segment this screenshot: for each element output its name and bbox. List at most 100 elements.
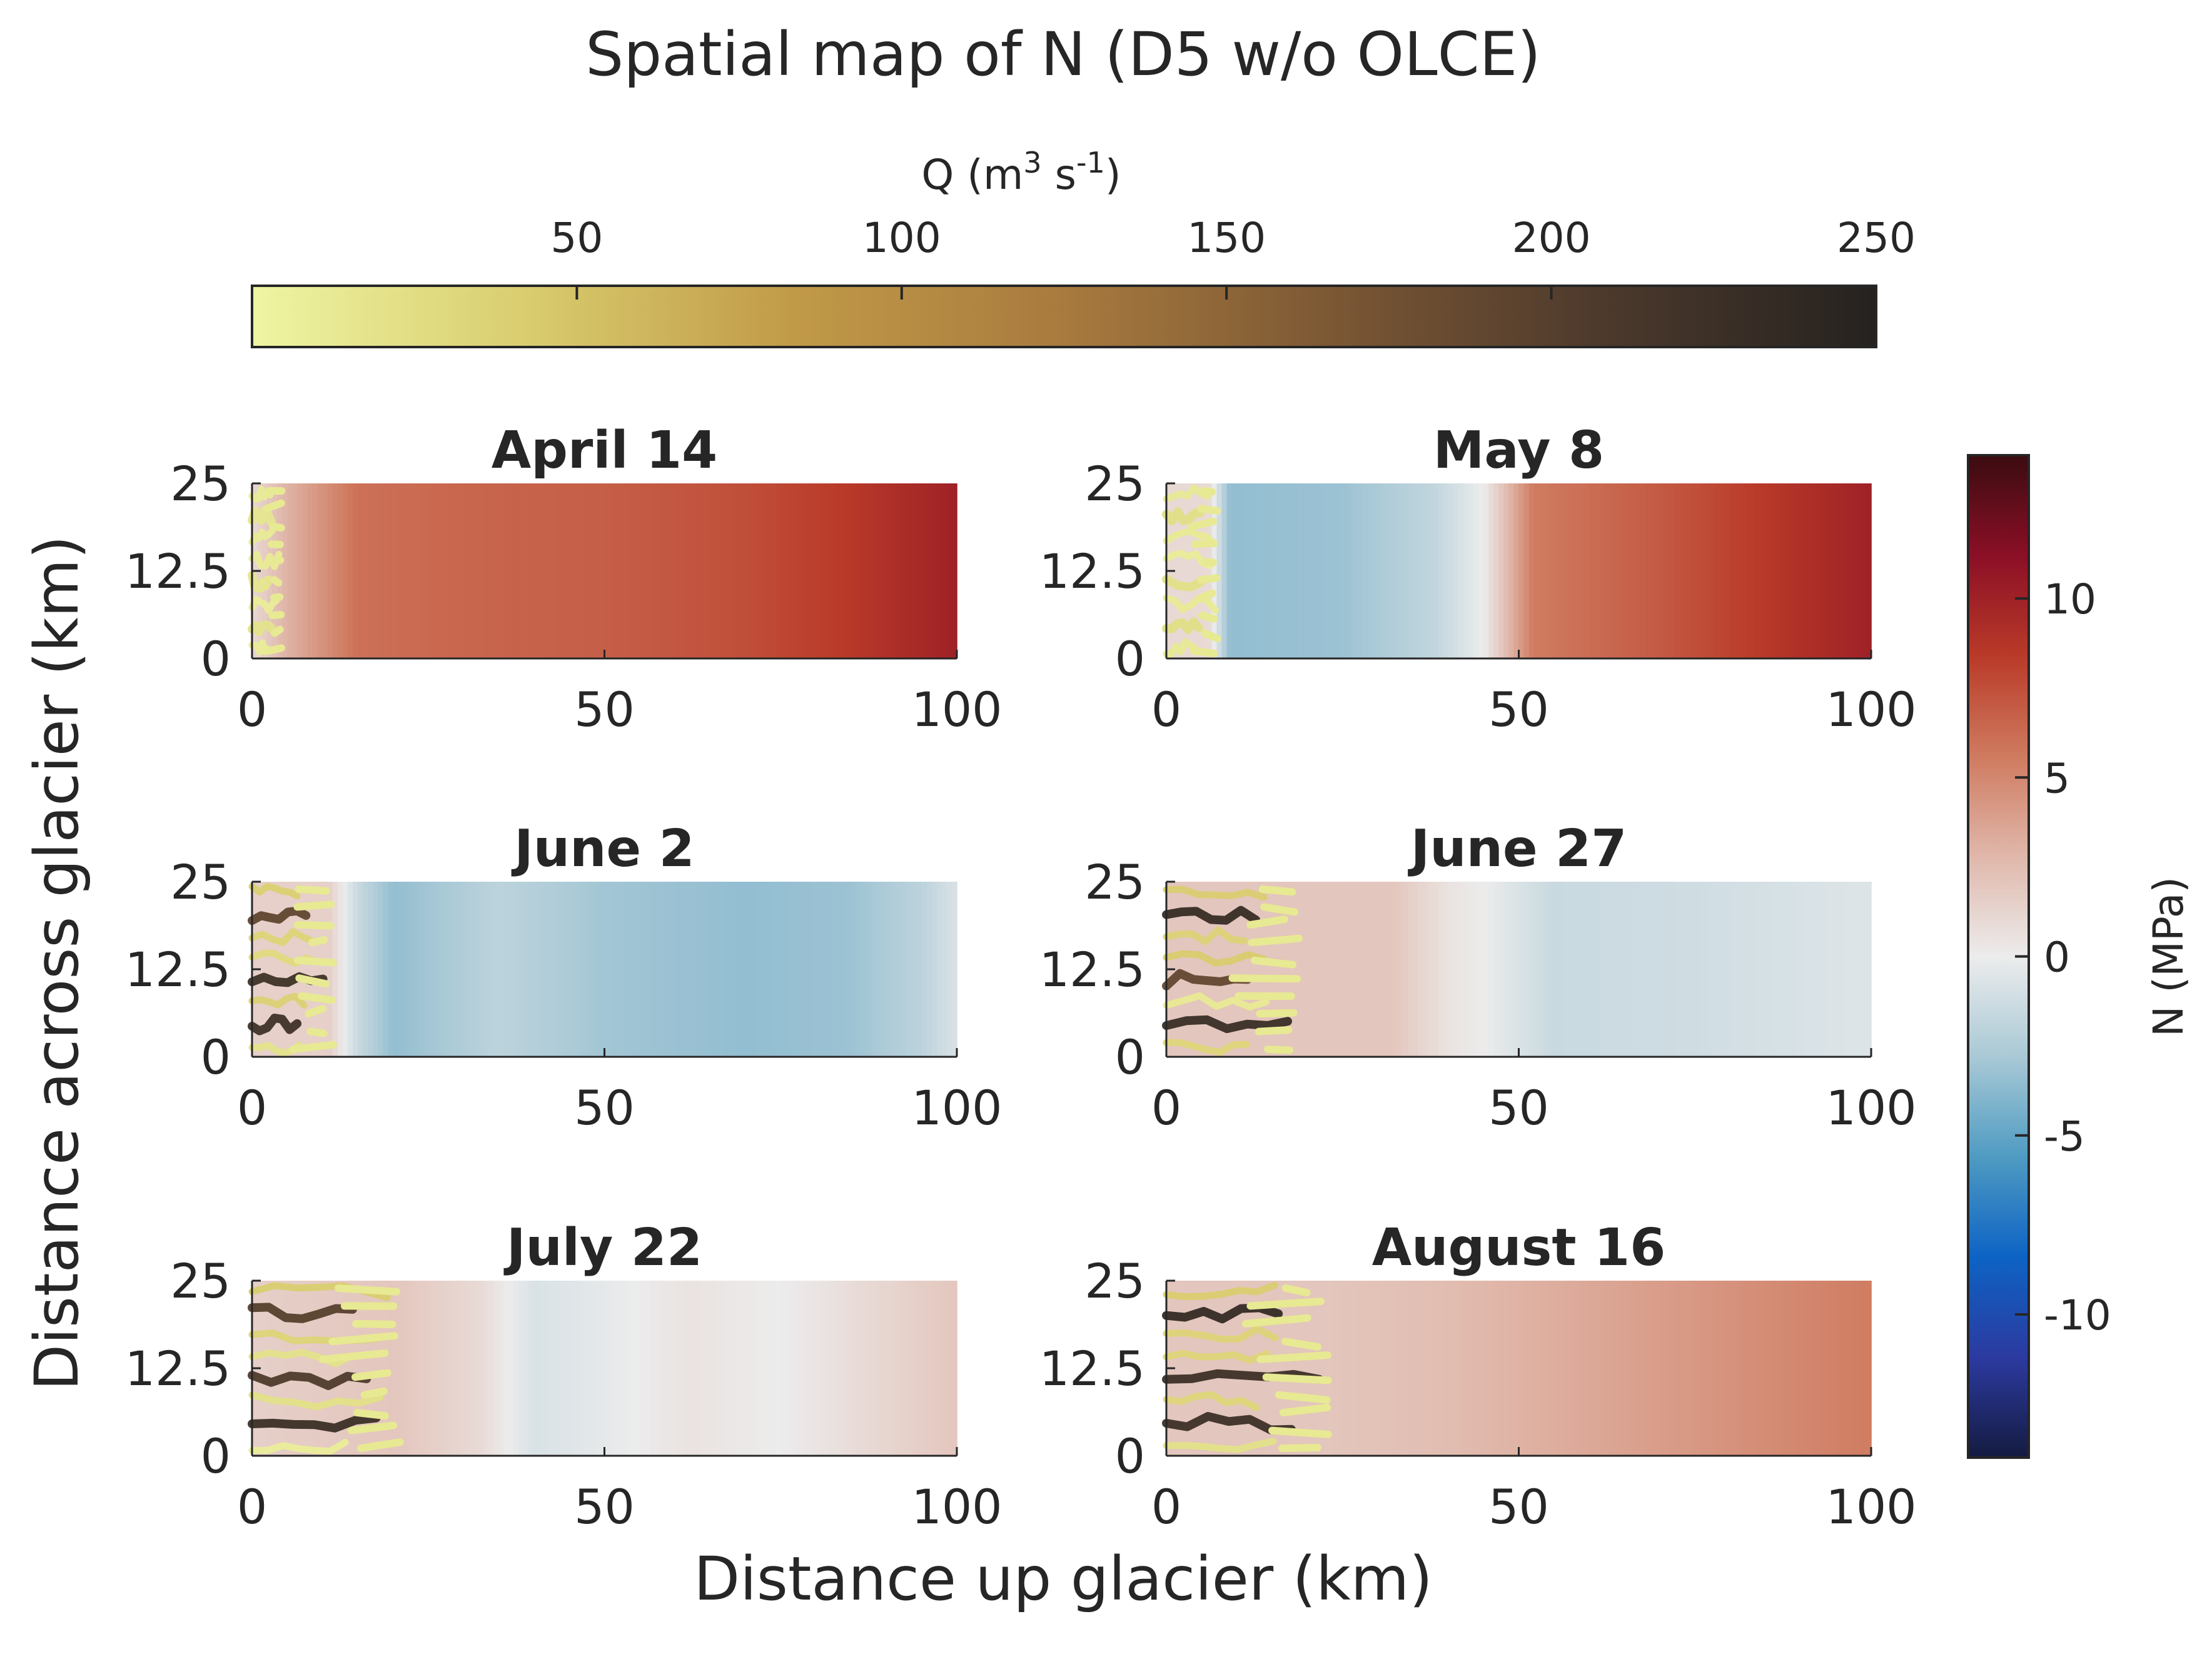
heatmap-cell bbox=[871, 882, 877, 1057]
heatmap-cell bbox=[1378, 483, 1383, 658]
heatmap-cell bbox=[433, 483, 439, 658]
heatmap-cell bbox=[1508, 882, 1515, 1057]
heatmap-cell bbox=[1624, 882, 1630, 1057]
heatmap-cell bbox=[866, 483, 872, 658]
heatmap-cell bbox=[745, 882, 751, 1057]
heatmap-cell bbox=[1433, 1281, 1439, 1456]
heatmap-cell bbox=[931, 882, 937, 1057]
heatmap-cell bbox=[735, 483, 741, 658]
heatmap-cell bbox=[725, 882, 731, 1057]
heatmap-cell bbox=[538, 483, 545, 658]
heatmap-cell bbox=[1307, 1281, 1313, 1456]
heatmap-cell bbox=[262, 882, 268, 1057]
heatmap-cell bbox=[1513, 882, 1520, 1057]
heatmap-cell bbox=[569, 882, 575, 1057]
channel-segment bbox=[1246, 915, 1288, 929]
heatmap-cell bbox=[946, 1281, 952, 1456]
channel-segment bbox=[1256, 1009, 1298, 1018]
heatmap-cell bbox=[1191, 882, 1198, 1057]
heatmap-cell bbox=[765, 882, 771, 1057]
heatmap-cell bbox=[1851, 1281, 1857, 1456]
heatmap-cell bbox=[347, 882, 353, 1057]
heatmap-cell bbox=[1680, 483, 1685, 658]
channel-segment bbox=[1163, 1039, 1251, 1056]
heatmap-cell bbox=[1563, 882, 1570, 1057]
heatmap-cell bbox=[695, 1281, 701, 1456]
heatmap-cell bbox=[1322, 1281, 1328, 1456]
heatmap-cell bbox=[1201, 483, 1208, 658]
heatmap-cell bbox=[523, 882, 530, 1057]
n-colorbar-tick-label: 10 bbox=[2044, 575, 2096, 623]
heatmap-cell bbox=[675, 882, 681, 1057]
heatmap-cell bbox=[1795, 882, 1802, 1057]
heatmap-cell bbox=[1438, 1281, 1444, 1456]
heatmap-cell bbox=[353, 483, 358, 658]
heatmap-cell bbox=[1362, 882, 1368, 1057]
heatmap-cell bbox=[503, 882, 510, 1057]
x-tick-label: 100 bbox=[1826, 682, 1916, 737]
heatmap-cell bbox=[690, 1281, 696, 1456]
x-tick-label: 100 bbox=[911, 682, 1002, 737]
heatmap-cell bbox=[1176, 483, 1182, 658]
heatmap-cell bbox=[564, 882, 570, 1057]
heatmap-cell bbox=[312, 1281, 318, 1456]
heatmap-cell bbox=[312, 483, 318, 658]
y-tick-label: 0 bbox=[1115, 631, 1145, 687]
heatmap-cell bbox=[1231, 1281, 1238, 1456]
heatmap-cell bbox=[806, 1281, 812, 1456]
heatmap-cell bbox=[1368, 483, 1373, 658]
heatmap-cell bbox=[1685, 1281, 1690, 1456]
heatmap-cell bbox=[1221, 483, 1228, 658]
heatmap-cell bbox=[1473, 1281, 1479, 1456]
channel-segment bbox=[1262, 1373, 1332, 1384]
heatmap-cell bbox=[428, 1281, 434, 1456]
heatmap-cell bbox=[1201, 882, 1208, 1057]
heatmap-cell bbox=[1312, 483, 1318, 658]
heatmap-cell bbox=[1654, 882, 1660, 1057]
heatmap-cell bbox=[282, 882, 288, 1057]
heatmap-cell bbox=[388, 882, 394, 1057]
heatmap-cell bbox=[1553, 483, 1560, 658]
heatmap-cell bbox=[388, 483, 394, 658]
heatmap-cell bbox=[363, 483, 368, 658]
heatmap-cell bbox=[876, 1281, 882, 1456]
heatmap-cell bbox=[1383, 1281, 1388, 1456]
heatmap-cell bbox=[1614, 1281, 1620, 1456]
heatmap-cell bbox=[347, 1281, 353, 1456]
x-tick-label: 100 bbox=[1826, 1080, 1916, 1136]
heatmap-cell bbox=[1458, 483, 1464, 658]
heatmap-cell bbox=[363, 1281, 368, 1456]
heatmap-cell bbox=[559, 882, 565, 1057]
channel-segment bbox=[1189, 647, 1218, 657]
heatmap-cell bbox=[287, 483, 293, 658]
heatmap-cell bbox=[1518, 882, 1525, 1057]
heatmap-cell bbox=[1589, 483, 1595, 658]
y-tick-label: 25 bbox=[1084, 456, 1145, 512]
heatmap-cell bbox=[695, 882, 701, 1057]
heatmap-cell bbox=[1347, 882, 1353, 1057]
heatmap-cell bbox=[1735, 1281, 1741, 1456]
y-tick-label: 25 bbox=[170, 456, 231, 512]
heatmap-cell bbox=[1503, 882, 1510, 1057]
q-colorbar-label: Q (m3 s-1) bbox=[921, 146, 1121, 199]
heatmap-cell bbox=[1231, 882, 1238, 1057]
heatmap-cell bbox=[941, 882, 947, 1057]
heatmap-cell bbox=[1473, 882, 1479, 1057]
heatmap-cell bbox=[1821, 1281, 1827, 1456]
heatmap-cell bbox=[780, 483, 787, 658]
heatmap-cell bbox=[644, 483, 650, 658]
heatmap-cell bbox=[1322, 882, 1328, 1057]
heatmap-cell bbox=[332, 1281, 338, 1456]
heatmap-cell bbox=[1553, 1281, 1560, 1456]
heatmap-cell bbox=[886, 1281, 892, 1456]
heatmap-cell bbox=[1483, 1281, 1489, 1456]
heatmap-cell bbox=[690, 882, 696, 1057]
heatmap-cell bbox=[1700, 483, 1706, 658]
heatmap-cell bbox=[312, 882, 318, 1057]
heatmap-cell bbox=[1362, 1281, 1368, 1456]
channel-segment bbox=[1241, 1314, 1311, 1328]
panel-3: 0 50 100 0 12.5 25 June 2 bbox=[125, 819, 1002, 1136]
x-tick-label: 50 bbox=[1488, 682, 1549, 737]
heatmap-cell bbox=[1287, 1281, 1293, 1456]
